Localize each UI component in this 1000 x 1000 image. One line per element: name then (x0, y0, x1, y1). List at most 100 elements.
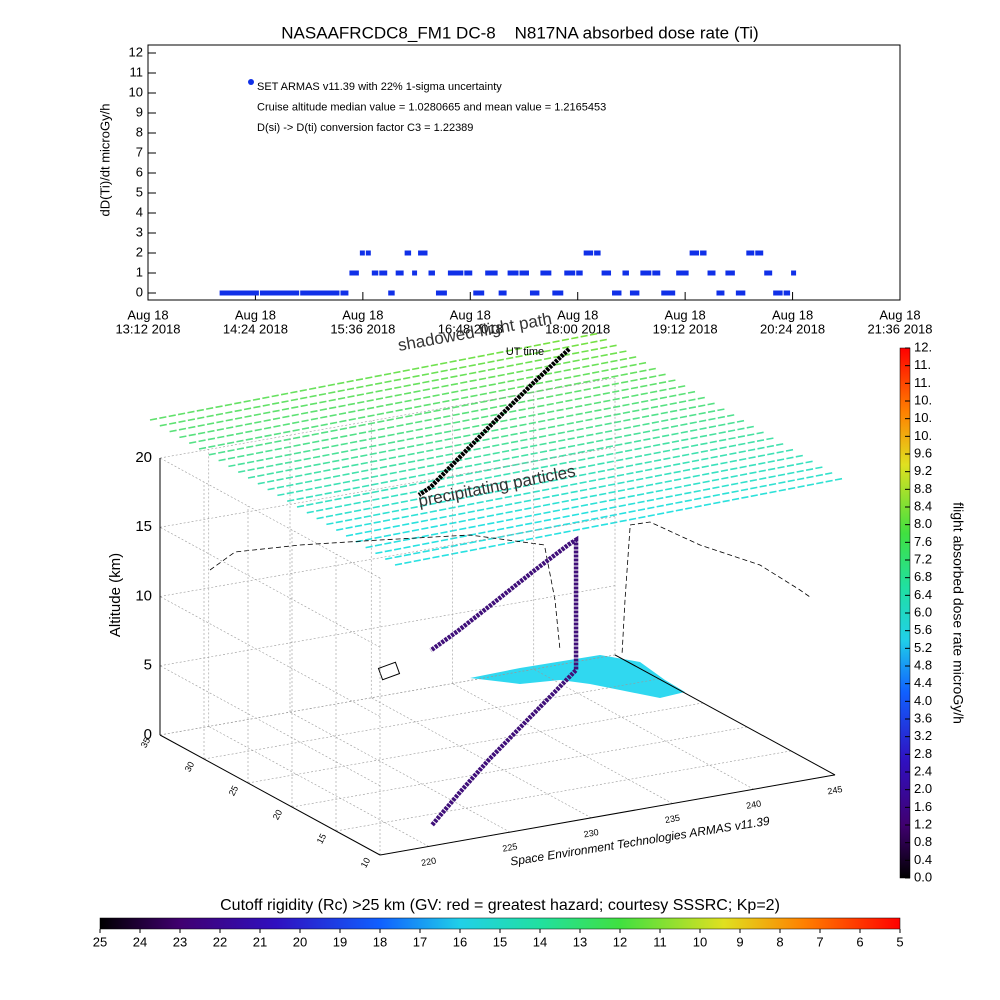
particle-dash (612, 390, 620, 394)
dose-point (564, 270, 576, 276)
particle-dash (562, 345, 570, 349)
particle-dash (444, 445, 453, 449)
particle-dash (583, 395, 592, 399)
particle-dash (690, 428, 698, 432)
particle-dash (506, 364, 514, 368)
particle-dash (565, 406, 574, 410)
grid-line (159, 596, 381, 717)
particle-dash (668, 379, 676, 383)
particle-dash (293, 444, 301, 447)
particle-dash (228, 464, 236, 468)
particle-dash (680, 423, 688, 427)
particle-dash (661, 426, 669, 430)
particle-dash (206, 414, 214, 418)
particle-dash (449, 367, 458, 371)
particle-dash (533, 512, 542, 516)
particle-dash (325, 514, 334, 518)
particle-dash (702, 488, 711, 491)
colorbar-tick-label: 4.0 (914, 693, 932, 708)
particle-dash (346, 379, 354, 383)
y-tick-label: 30 (183, 760, 197, 774)
particle-dash (656, 504, 664, 508)
particle-dash (683, 476, 691, 480)
particle-dash (339, 419, 347, 423)
particle-dash (520, 446, 528, 450)
dose-point (371, 270, 379, 276)
particle-dash (478, 377, 487, 381)
particle-dash (300, 396, 308, 400)
particle-dash (362, 492, 370, 496)
x-tick-label: Aug 18 (235, 307, 276, 322)
particle-dash (412, 544, 420, 547)
particle-dash (647, 506, 655, 510)
particle-dash (746, 425, 754, 429)
particle-dash (766, 444, 774, 448)
y-tick-label: 4 (136, 204, 143, 219)
axis-line (614, 654, 836, 776)
particle-dash (403, 384, 411, 388)
particle-dash (690, 444, 699, 448)
particle-dash (603, 407, 611, 411)
particle-dash (262, 403, 270, 407)
particle-dash (825, 472, 833, 475)
particle-dash (422, 549, 430, 553)
dose-point (388, 290, 395, 296)
particle-dash (777, 465, 785, 469)
particle-dash (296, 504, 305, 508)
colorbar-tick-label: 0.4 (914, 852, 932, 867)
particle-dash (360, 461, 368, 465)
particle-dash (356, 393, 364, 397)
particle-dash (530, 452, 538, 455)
dose-point (340, 290, 349, 296)
particle-dash (372, 498, 380, 501)
particle-dash (404, 407, 413, 410)
particle-dash (338, 404, 346, 408)
particle-dash (370, 467, 378, 471)
particle-dash (563, 376, 572, 380)
particle-dash (628, 510, 636, 513)
colorbar-tick-label: 9 (736, 934, 743, 949)
x-tick-label: 20:24 2018 (760, 321, 825, 336)
particle-dash (405, 414, 413, 418)
particle-dash (616, 473, 625, 477)
y-tick-label: 5 (136, 184, 143, 199)
particle-dash (619, 357, 627, 361)
particle-dash (660, 403, 668, 407)
particle-dash (635, 462, 643, 466)
particle-dash (487, 368, 496, 371)
particle-dash (638, 361, 647, 365)
particle-dash (479, 385, 487, 388)
particle-dash (521, 469, 530, 472)
particle-dash (501, 449, 510, 453)
y-tick-label: 3 (136, 224, 143, 239)
particle-dash (208, 445, 216, 448)
particle-dash (440, 538, 449, 542)
particle-dash (555, 401, 564, 404)
particle-dash (659, 388, 667, 392)
particle-dash (505, 349, 513, 353)
particle-dash (421, 365, 429, 369)
particle-dash (684, 499, 692, 503)
particle-dash (383, 372, 392, 376)
particle-dash (489, 390, 497, 394)
particle-dash (480, 400, 488, 404)
particle-dash (394, 555, 402, 559)
particle-dash (379, 465, 388, 469)
particle-dash (674, 485, 682, 489)
particle-dash (169, 429, 177, 433)
particle-dash (282, 415, 290, 419)
particle-dash (581, 349, 589, 353)
particle-dash (597, 462, 605, 466)
particle-dash (371, 482, 379, 486)
particle-dash (571, 344, 579, 348)
particle-dash (513, 486, 521, 490)
particle-dash (523, 491, 531, 495)
dose-point (435, 290, 447, 296)
particle-dash (497, 366, 505, 370)
particle-dash (472, 432, 480, 436)
particle-dash (311, 432, 319, 436)
particle-dash (346, 387, 355, 391)
particle-dash (494, 482, 502, 486)
particle-dash (476, 493, 484, 497)
particle-dash (626, 479, 634, 483)
